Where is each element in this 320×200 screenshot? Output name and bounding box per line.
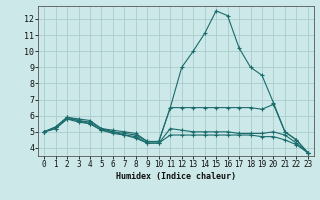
X-axis label: Humidex (Indice chaleur): Humidex (Indice chaleur) [116,172,236,181]
